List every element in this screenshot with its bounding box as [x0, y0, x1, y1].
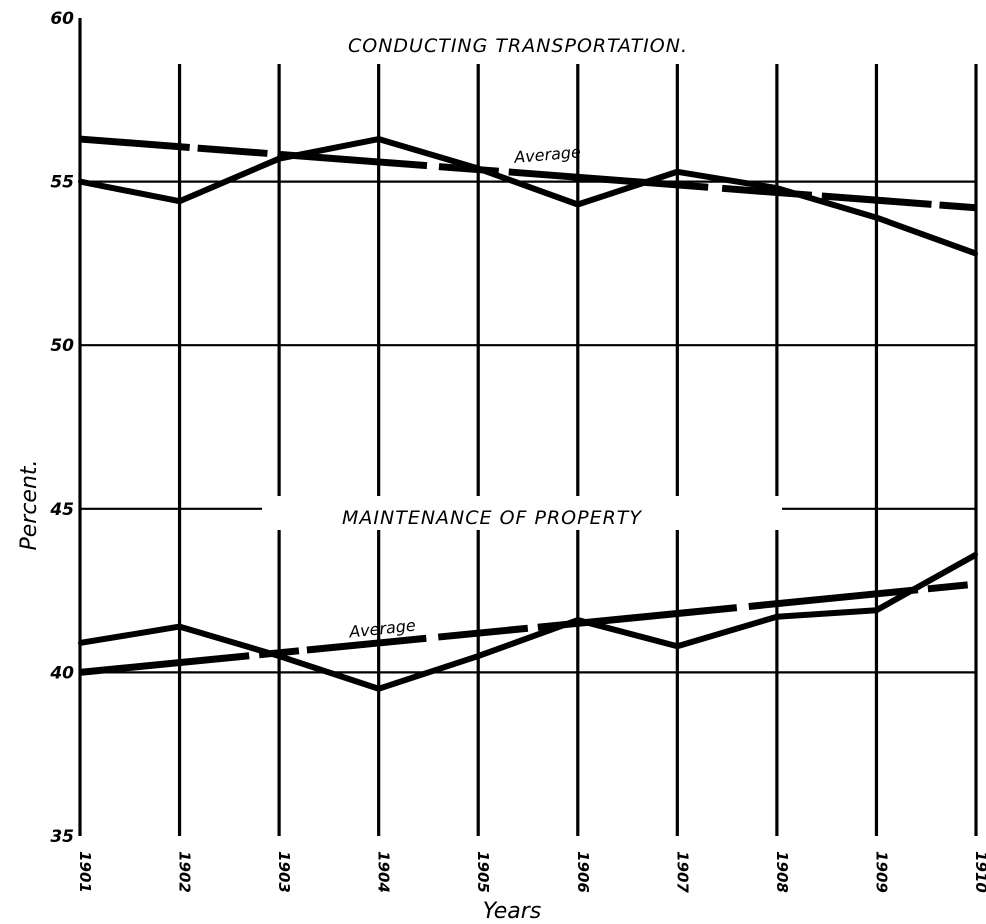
- x-tick-label: 1904: [375, 851, 393, 893]
- data-point: [774, 614, 779, 619]
- y-axis-title: Percent.: [17, 459, 42, 550]
- data-point: [476, 654, 481, 659]
- maintenance-title-background: [262, 496, 782, 530]
- panel-title-transportation: CONDUCTING TRANSPORTATION.: [348, 35, 688, 57]
- average-line-panel-0: [79, 135, 977, 212]
- x-tick-label: 1906: [574, 851, 592, 893]
- y-tick-label: 45: [49, 500, 74, 520]
- data-point: [675, 169, 680, 174]
- data-point: [675, 644, 680, 649]
- y-tick-label: 40: [49, 663, 74, 683]
- x-tick-label: 1901: [76, 851, 94, 893]
- data-point: [177, 624, 182, 629]
- x-axis-title: Years: [483, 899, 542, 924]
- x-tick-label: 1907: [673, 851, 691, 893]
- panel-title-maintenance: MAINTENANCE OF PROPERTY: [342, 507, 642, 529]
- data-point: [78, 179, 82, 184]
- x-tick-label: 1902: [176, 851, 194, 893]
- y-tick-label: 50: [50, 336, 74, 356]
- y-tick-label: 35: [50, 827, 74, 847]
- x-tick-label: 1903: [275, 851, 293, 893]
- average-line-panel-1: [79, 580, 977, 676]
- data-point: [575, 202, 580, 207]
- data-point: [974, 552, 978, 557]
- series-line-panel-1: [79, 551, 978, 692]
- x-tick-label: 1910: [972, 851, 986, 893]
- data-point: [78, 640, 82, 645]
- x-tick-label: 1909: [872, 851, 890, 893]
- data-point: [974, 251, 978, 256]
- x-tick-label: 1905: [474, 851, 492, 893]
- title-backgrounds: [262, 496, 782, 530]
- data-point: [376, 137, 381, 142]
- vertical-gridlines: [78, 18, 978, 836]
- data-point: [376, 686, 381, 691]
- series-line-panel-0: [79, 136, 978, 257]
- y-tick-label: 55: [50, 173, 74, 193]
- data-point: [177, 199, 182, 204]
- x-tick-label: 1908: [773, 851, 791, 893]
- data-point: [874, 608, 879, 613]
- y-tick-label: 60: [50, 9, 74, 29]
- data-point: [874, 215, 879, 220]
- series-lines: [78, 135, 978, 692]
- average-label-transportation: Average: [513, 142, 582, 167]
